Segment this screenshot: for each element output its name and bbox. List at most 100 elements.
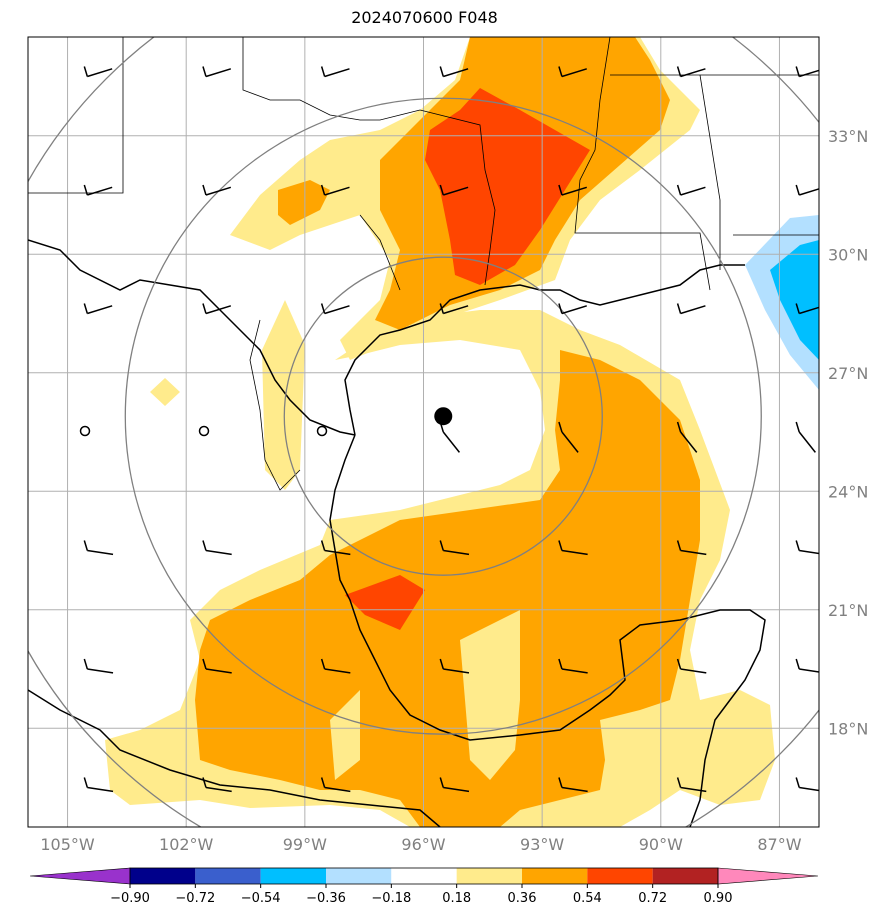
wind-barb [87,786,114,793]
wind-barb-flag [676,421,682,433]
wind-barb-flag [202,184,207,196]
wind-barb [324,668,351,674]
wind-barb [205,305,232,315]
wind-barb-flag [676,540,682,551]
colorbar-segment [130,868,196,884]
red-region-south [345,575,425,630]
wind-barb-flag [83,658,89,670]
wind-barb [680,668,707,674]
wind-barb [205,68,232,78]
longitude-labels: 105°W 102°W 99°W 96°W 93°W 90°W 87°W [40,835,801,854]
orange-region-south [195,350,700,827]
wind-barb [443,549,470,556]
storm-center-marker [434,407,453,426]
blue-region-east [770,240,819,360]
calm-marker [316,425,328,437]
calm-marker [198,425,210,437]
wind-barb [443,68,469,78]
red-region-north [425,88,590,285]
wind-barb-flag [202,540,207,551]
wind-barb-flag [83,184,89,196]
yellow-pocket-south [330,690,360,780]
colorbar-segment [326,868,392,884]
wind-barb [205,186,232,196]
wind-barb [680,68,706,78]
colorbar-tick-label: −0.36 [306,891,346,906]
wind-barb-flag [795,184,800,196]
wind-barb-flag [439,303,444,314]
colorbar-tick-label: −0.18 [371,891,411,906]
range-ring [124,97,762,735]
colorbar-segment [522,868,588,884]
wind-barb-flag [558,421,563,433]
wind-barb [87,68,113,78]
wind-barb-flag [676,184,682,196]
wind-barb [561,68,587,78]
wind-barb-flag [320,184,326,196]
wind-barb-flag [320,66,326,77]
wind-barb [87,305,113,315]
wind-barb-flag [558,303,563,314]
wind-barb [561,305,587,315]
wind-barb-flag [676,777,682,788]
wind-barb-flag [795,540,800,551]
wind-barb-flag [558,658,563,670]
wind-barb-flag [558,540,563,551]
lat-tick-label: 21°N [828,601,868,620]
yellow-patch-west [262,300,305,490]
colorbar-segment [652,868,718,884]
wind-barb [561,431,579,453]
wind-barb [205,549,232,556]
colorbar-tick-label: −0.90 [110,891,150,906]
colorbar-segment [587,868,653,884]
calm-marker [79,425,91,437]
colorbar-tick-label: 0.18 [442,891,471,906]
wind-barb [443,186,469,196]
wind-barb-flag [795,66,800,77]
yellow-channel-south [460,610,520,780]
wind-barb [799,188,819,196]
wind-barb [799,549,819,555]
wind-barb [87,186,113,196]
wind-barb-flag [439,66,444,77]
wind-barb-flag [83,303,89,314]
range-rings [28,37,819,827]
wind-barb-flag [439,184,444,196]
wind-barb [205,668,232,674]
wind-barb [87,668,114,674]
lon-tick-label: 87°W [757,835,801,854]
colorbar-tick-label: 0.54 [573,891,602,906]
wind-barb [799,306,819,315]
wind-barb-flag [202,658,207,670]
calm-wind-markers [79,425,328,437]
lon-tick-label: 93°W [520,835,564,854]
wind-barb-flag [795,303,800,314]
wind-barb-flag [320,777,326,788]
wind-barb [324,186,350,196]
wind-barb-flag [676,66,682,77]
wind-barb-flag [558,777,563,788]
wind-barb-flag [320,303,326,314]
wind-barb-flag [83,66,89,77]
wind-barb [561,549,588,556]
colorbar-tick-label: −0.54 [241,891,281,906]
wind-barb-flag [202,777,207,788]
wind-barb [87,549,114,556]
wind-barb [680,786,707,793]
coastline [28,239,766,827]
colorbar-high-extension [717,867,819,885]
colorbar-tick-label: 0.90 [704,891,733,906]
wind-barb [324,549,351,556]
wind-barb-flag [795,777,800,788]
colorbar-segment [456,868,522,884]
orange-region-north [278,180,330,225]
wind-barb [799,668,819,673]
wind-barb-flag [795,658,800,670]
wind-barb [324,786,351,793]
wind-barb-flag [439,540,444,551]
colorbar-tick-label: 0.72 [638,891,667,906]
lat-tick-label: 24°N [828,482,868,501]
wind-barb [443,786,470,793]
wind-barb [324,68,350,78]
